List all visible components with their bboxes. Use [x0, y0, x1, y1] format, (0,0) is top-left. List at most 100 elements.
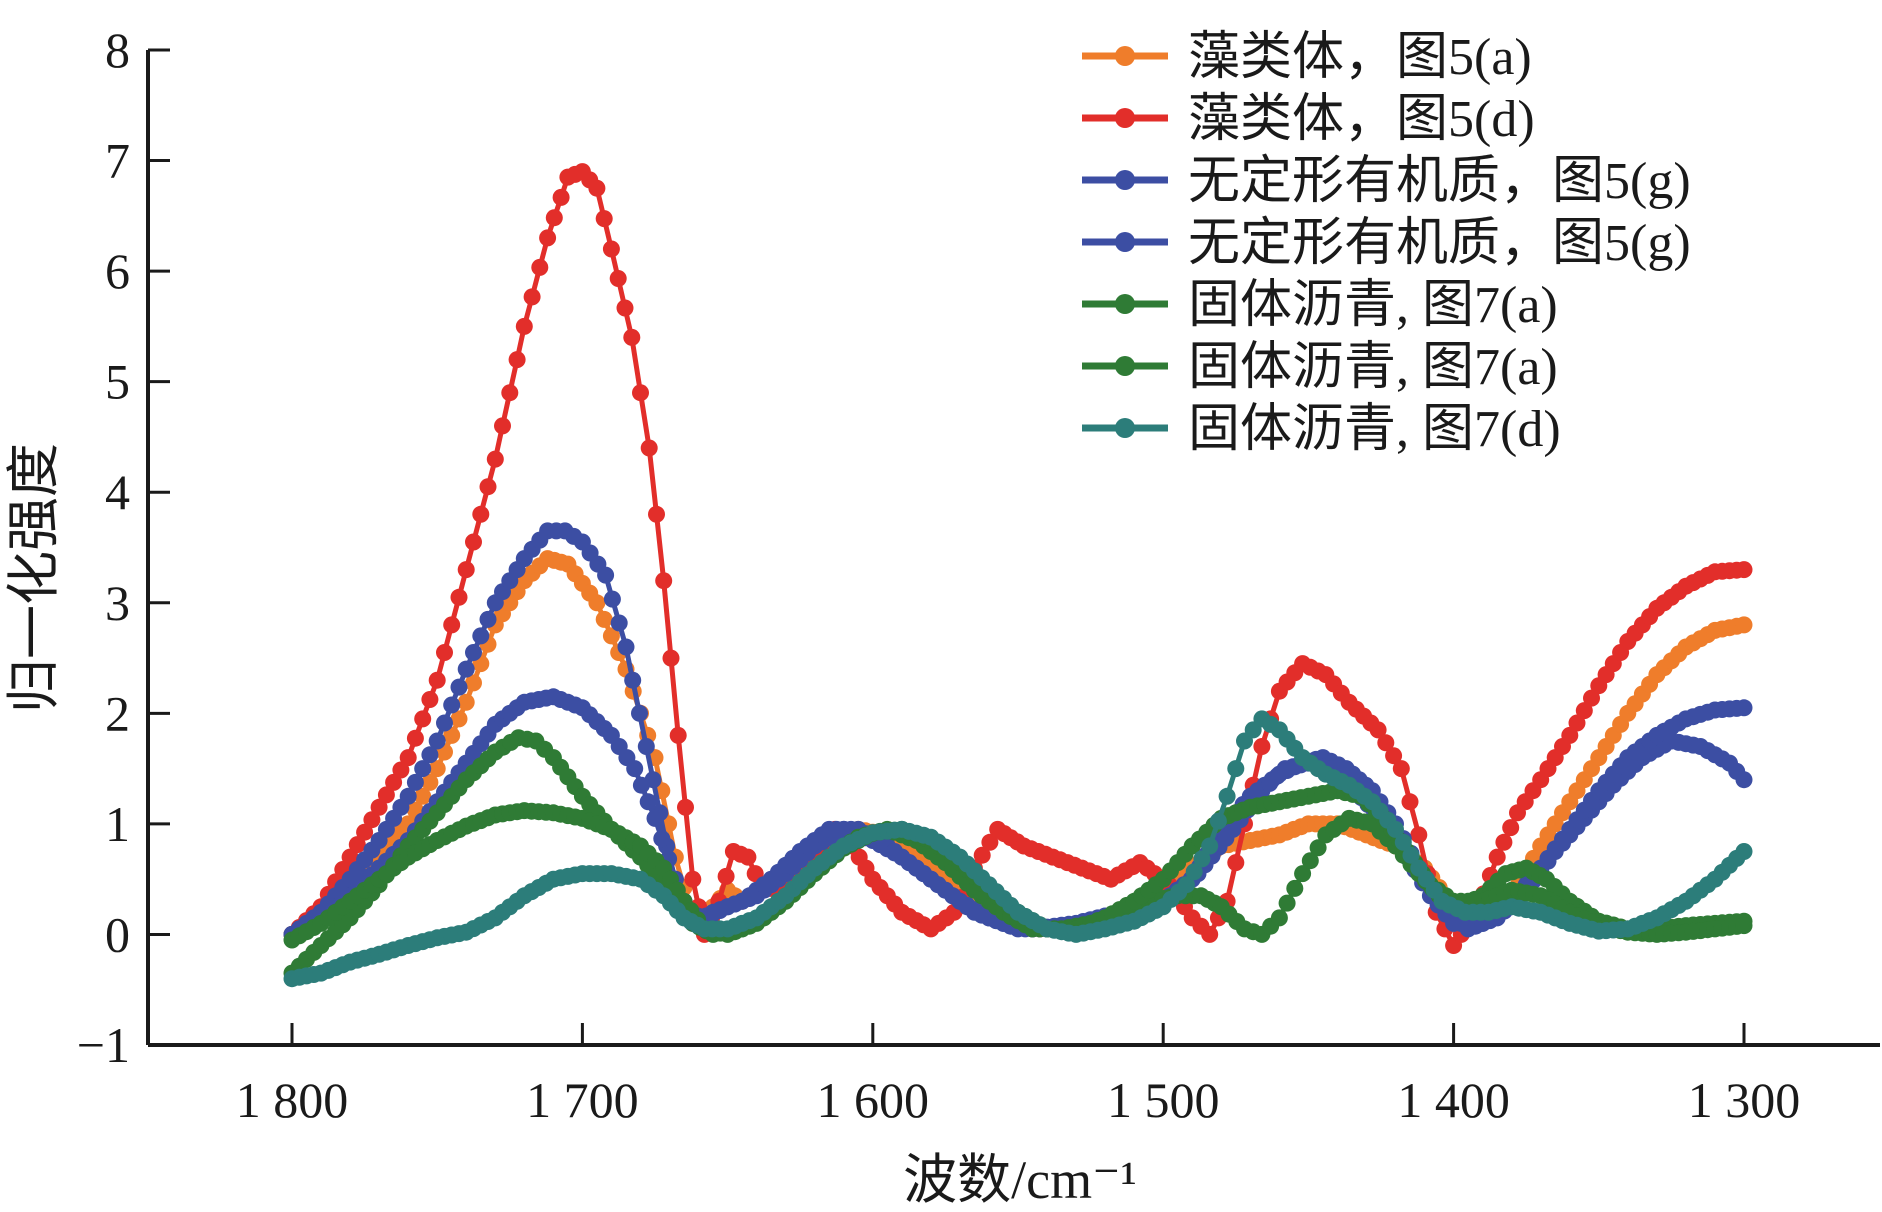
- data-point: [640, 439, 658, 457]
- legend-label: 无定形有机质，图5(g): [1188, 153, 1691, 210]
- legend-label: 藻类体，图5(d): [1188, 91, 1535, 148]
- y-axis-title: 归一化强度: [4, 443, 64, 713]
- legend-item: 固体沥青, 图7(d): [1082, 401, 1561, 458]
- data-point: [479, 610, 497, 628]
- legend-label: 固体沥青, 图7(a): [1188, 339, 1558, 396]
- data-point: [1301, 852, 1319, 870]
- x-axis-title-group: 波数/cm⁻¹: [903, 1150, 1137, 1210]
- legend-swatch-marker: [1115, 418, 1135, 438]
- x-tick-label: 1 700: [526, 1072, 639, 1128]
- data-point: [1410, 826, 1428, 844]
- data-point: [595, 610, 613, 628]
- y-tick-label: 3: [105, 575, 130, 631]
- legend-item: 无定形有机质，图5(g): [1082, 215, 1691, 272]
- data-point: [1402, 846, 1420, 864]
- series-7: [283, 710, 1753, 988]
- x-tick-label: 1 400: [1397, 1072, 1510, 1128]
- data-point: [1385, 747, 1403, 765]
- data-point: [602, 627, 620, 645]
- legend-swatch-marker: [1115, 108, 1135, 128]
- data-point: [1286, 879, 1304, 897]
- data-point: [1561, 726, 1579, 744]
- data-point: [515, 317, 533, 335]
- y-axis: −1 0 1 2 3 4 5 6 7 8: [77, 22, 170, 1073]
- legend-item: 固体沥青, 图7(a): [1082, 277, 1558, 334]
- data-point: [421, 691, 439, 708]
- data-point: [1735, 843, 1753, 860]
- data-point: [1401, 793, 1419, 811]
- legend: 藻类体，图5(a)藻类体，图5(d)无定形有机质，图5(g)无定形有机质，图5(…: [1082, 29, 1691, 458]
- data-point: [385, 773, 403, 791]
- data-point: [421, 773, 439, 791]
- data-point: [406, 729, 424, 747]
- data-point: [450, 710, 468, 728]
- data-point: [1502, 819, 1520, 837]
- data-point: [655, 572, 673, 590]
- data-point: [624, 671, 642, 689]
- data-point: [626, 760, 644, 778]
- data-point: [1227, 760, 1245, 778]
- data-point: [603, 590, 621, 608]
- legend-swatch-marker: [1115, 232, 1135, 252]
- data-point: [1735, 616, 1753, 634]
- data-point: [406, 773, 424, 791]
- x-tick-label: 1 300: [1688, 1072, 1801, 1128]
- x-axis: 1 800 1 700 1 600 1 500 1 400 1 300: [148, 1023, 1880, 1128]
- data-point: [1735, 917, 1753, 935]
- data-point: [450, 588, 468, 606]
- data-point: [545, 209, 563, 227]
- plot-series-layer: [283, 163, 1753, 988]
- data-point: [428, 760, 446, 778]
- data-point: [973, 846, 991, 864]
- data-point: [348, 836, 366, 854]
- legend-label: 无定形有机质，图5(g): [1188, 215, 1691, 272]
- data-point: [1387, 820, 1404, 838]
- y-tick-label: 2: [105, 685, 130, 741]
- data-point: [428, 671, 446, 689]
- data-point: [450, 678, 468, 696]
- data-point: [610, 614, 628, 632]
- data-point: [436, 644, 453, 661]
- y-tick-label: 5: [105, 354, 130, 410]
- data-point: [595, 210, 613, 228]
- data-point: [457, 660, 475, 678]
- data-point: [465, 644, 482, 661]
- data-point: [1394, 833, 1412, 851]
- data-point: [465, 674, 482, 692]
- legend-item: 无定形有机质，图5(g): [1082, 153, 1691, 210]
- data-point: [414, 710, 432, 728]
- data-point: [588, 594, 606, 612]
- data-point: [717, 867, 735, 885]
- data-point: [646, 809, 664, 827]
- data-point: [421, 746, 439, 764]
- data-point: [399, 787, 417, 805]
- data-point: [1193, 850, 1211, 868]
- legend-item: 固体沥青, 图7(a): [1082, 339, 1558, 396]
- data-point: [677, 798, 694, 816]
- data-point: [1309, 839, 1327, 857]
- data-point: [1294, 865, 1312, 883]
- data-point: [501, 384, 519, 402]
- data-point: [1201, 925, 1219, 943]
- data-point: [653, 830, 671, 848]
- data-point: [370, 798, 388, 816]
- data-point: [356, 823, 374, 841]
- y-tick-label: 7: [105, 133, 130, 189]
- data-point: [539, 229, 557, 247]
- data-point: [1377, 734, 1395, 752]
- data-point: [1278, 894, 1296, 912]
- data-point: [739, 848, 757, 866]
- data-point: [414, 760, 432, 778]
- data-point: [669, 726, 687, 744]
- data-point: [602, 240, 620, 258]
- data-point: [1392, 760, 1410, 778]
- data-point: [523, 288, 541, 306]
- y-tick-label: 6: [105, 243, 130, 299]
- data-point: [617, 638, 635, 656]
- data-point: [609, 270, 627, 287]
- data-point: [1495, 833, 1513, 851]
- data-point: [443, 726, 461, 744]
- data-point: [1583, 689, 1600, 707]
- data-point: [552, 188, 570, 206]
